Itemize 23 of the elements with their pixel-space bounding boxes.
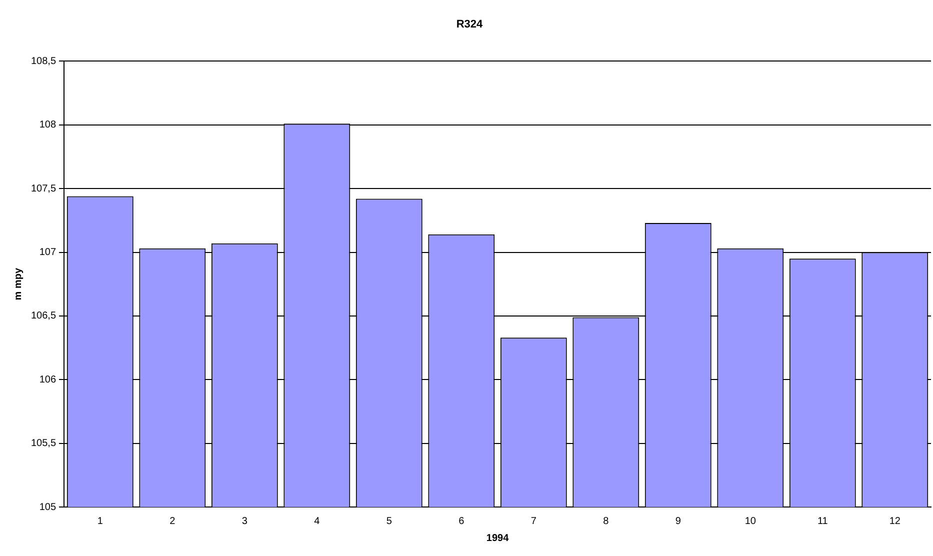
x-tick-label: 12 [889,516,901,527]
chart-title: R324 [456,18,484,31]
y-tick-label: 106,5 [30,310,56,322]
x-tick-label: 9 [675,516,682,527]
x-tick-label: 1 [97,516,104,527]
y-tick-label: 105,5 [30,438,56,450]
y-tick-label: 107 [39,247,56,258]
y-tick-label: 106 [39,374,56,386]
x-axis-title: 1994 [486,532,510,544]
y-tick-label: 108 [39,120,56,131]
x-tick-label: 4 [314,516,320,527]
y-tick-label: 107,5 [30,183,56,194]
x-tick-label: 6 [458,516,465,527]
y-tick-label: 105 [39,502,56,513]
x-tick-label: 5 [386,516,392,527]
x-tick-label: 3 [242,516,248,527]
y-tick-label: 108,5 [30,56,56,67]
y-axis-title: m mpy [12,268,24,300]
x-tick-label: 7 [530,516,537,527]
x-tick-label: 11 [817,516,828,527]
x-tick-label: 10 [744,516,756,527]
x-tick-label: 2 [170,516,176,527]
x-tick-label: 8 [603,516,610,527]
